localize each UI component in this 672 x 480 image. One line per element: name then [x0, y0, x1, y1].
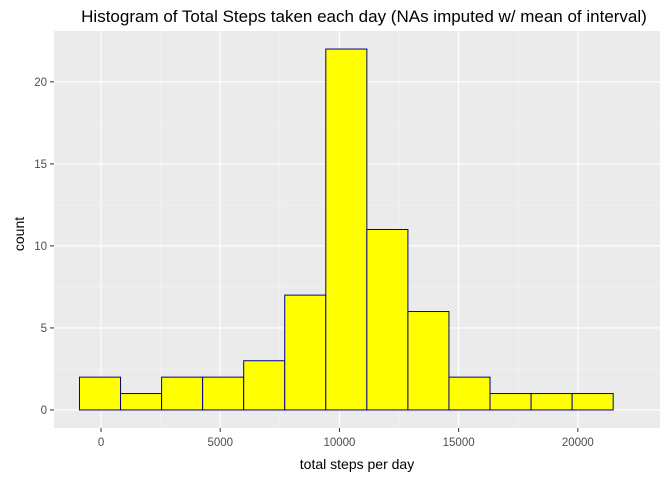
histogram-bar — [243, 360, 286, 411]
y-axis: 0 5 10 15 20 — [34, 77, 54, 417]
x-tick-label: 5000 — [207, 437, 233, 449]
x-tick-label: 0 — [98, 437, 104, 449]
x-tick-label: 15000 — [443, 437, 475, 449]
histogram-bar — [78, 376, 122, 411]
y-tick-label: 10 — [34, 241, 47, 253]
chart-title: Histogram of Total Steps taken each day … — [81, 7, 647, 26]
histogram-bar — [407, 311, 450, 411]
y-tick-label: 5 — [41, 323, 47, 335]
histogram-bar — [202, 376, 245, 411]
histogram-bar — [489, 393, 532, 411]
x-tick-label: 20000 — [562, 437, 594, 449]
histogram-bar — [448, 376, 491, 411]
y-tick-label: 20 — [34, 77, 47, 89]
y-tick-label: 15 — [34, 159, 47, 171]
histogram-bar — [571, 393, 614, 411]
histogram-bar — [325, 48, 368, 411]
histogram-bar — [366, 229, 409, 411]
x-axis: 0 5000 10000 15000 20000 — [98, 428, 594, 449]
x-axis-label: total steps per day — [300, 456, 414, 472]
y-tick-label: 0 — [41, 405, 47, 417]
y-axis-label: count — [11, 217, 27, 251]
histogram-bar — [530, 393, 573, 411]
histogram-bar — [161, 376, 204, 411]
x-tick-label: 10000 — [323, 437, 355, 449]
histogram-bars — [78, 48, 614, 411]
histogram-bar — [120, 393, 163, 411]
histogram-bar — [284, 294, 327, 411]
